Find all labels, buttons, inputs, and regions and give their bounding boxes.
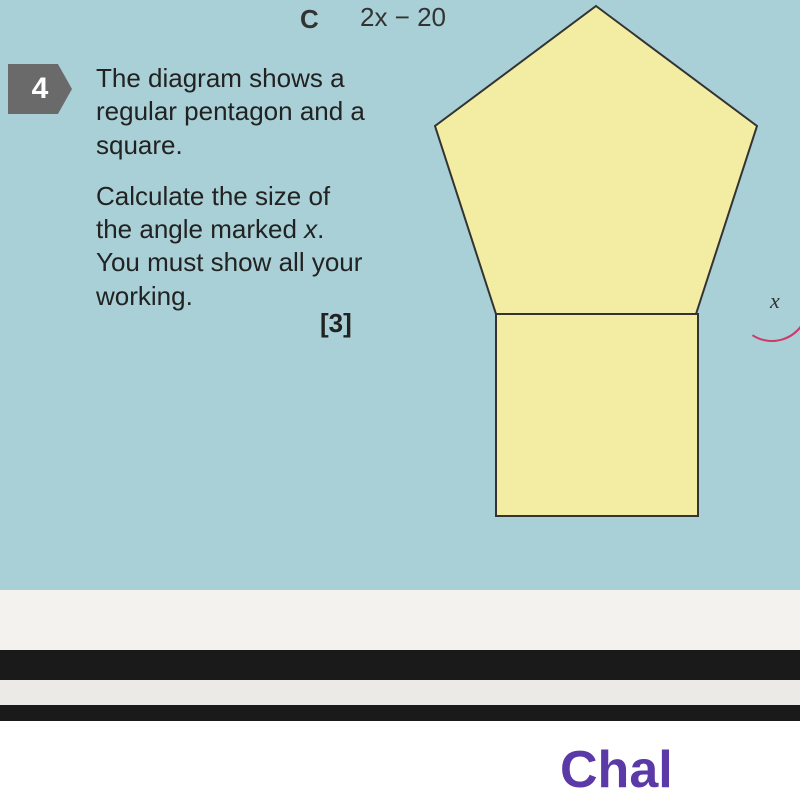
screen-bezel-bottom xyxy=(0,705,800,721)
lower-screen xyxy=(0,721,800,800)
question-para-2: Calculate the size of the angle marked x… xyxy=(96,180,366,313)
pentagon-shape xyxy=(435,6,757,314)
question-para-1: The diagram shows a regular pentagon and… xyxy=(96,62,366,162)
angle-x-label: x xyxy=(770,288,780,314)
vertex-label-c: C xyxy=(300,4,319,35)
geometry-figure: x xyxy=(400,0,790,560)
desk-gap xyxy=(0,680,800,705)
marks-available: [3] xyxy=(320,308,352,339)
question-number-badge: 4 xyxy=(8,64,72,114)
square-shape xyxy=(496,314,698,516)
screen-bezel-top xyxy=(0,650,800,680)
page-margin xyxy=(0,590,800,650)
pentagon-square-svg xyxy=(400,0,790,560)
page-background: C 2x − 20 4 The diagram shows a regular … xyxy=(0,0,800,590)
question-text: The diagram shows a regular pentagon and… xyxy=(96,62,366,331)
partial-heading: Chal xyxy=(560,740,673,800)
